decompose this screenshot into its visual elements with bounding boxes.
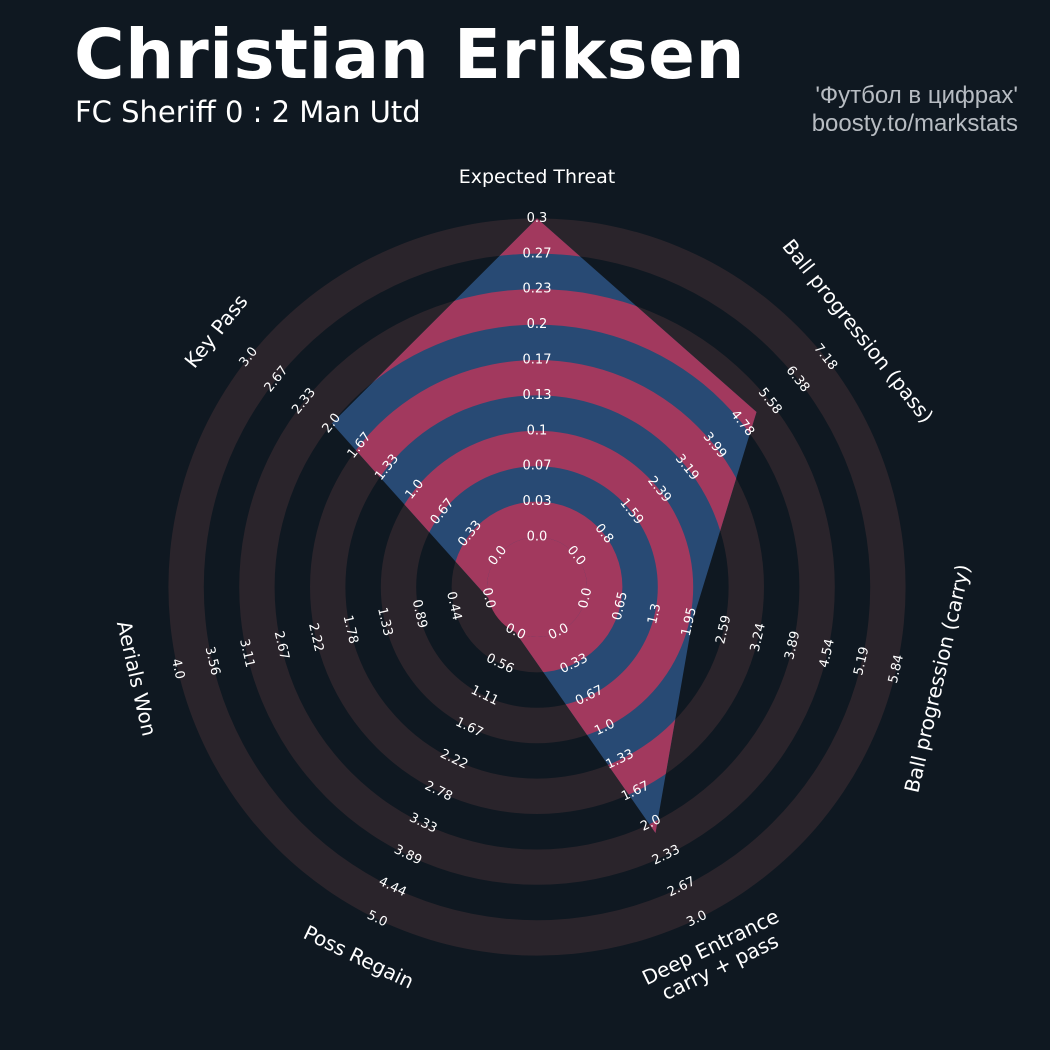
- radar-tick-label: 0.07: [523, 459, 552, 474]
- radar-param-label: Poss Regain: [300, 920, 418, 993]
- radar-tick-label: 0.1: [527, 423, 548, 438]
- radar-tick-label: 1.3: [645, 602, 664, 626]
- radar-tick-label: 2.59: [713, 614, 734, 646]
- radar-tick-label: 2.67: [271, 630, 292, 662]
- player-name-title: Christian Eriksen: [74, 15, 746, 95]
- radar-tick-label: 3.56: [202, 645, 223, 677]
- credits: 'Футбол в цифрах' boosty.to/markstats: [812, 82, 1018, 138]
- radar-tick-label: 4.0: [168, 657, 187, 681]
- radar-tick-label: 0.89: [409, 598, 430, 630]
- radar-tick-label: 2.22: [305, 622, 326, 654]
- radar-tick-label: 0.2: [527, 317, 548, 332]
- radar-tick-label: 0.3: [527, 211, 548, 226]
- credits-source: 'Футбол в цифрах': [815, 82, 1018, 109]
- radar-tick-label: 0.17: [523, 353, 552, 368]
- radar-tick-label: 0.13: [523, 388, 552, 403]
- credits-url: boosty.to/markstats: [811, 110, 1018, 137]
- radar-tick-label: 4.54: [817, 638, 838, 670]
- radar-tick-label: 1.33: [374, 606, 395, 638]
- radar-param-label: Ball progression (carry): [900, 562, 976, 795]
- radar-tick-label: 0.03: [523, 494, 552, 509]
- radar-tick-label: 0.44: [443, 590, 464, 622]
- match-score-subtitle: FC Sheriff 0 : 2 Man Utd: [75, 95, 421, 129]
- radar-tick-label: 0.27: [523, 246, 552, 261]
- radar-tick-label: 5.84: [886, 653, 907, 685]
- radar-tick-label: 3.24: [748, 622, 769, 654]
- radar-tick-label: 0.65: [610, 590, 631, 622]
- radar-tick-label: 1.95: [679, 606, 700, 638]
- radar-tick-label: 5.19: [851, 645, 872, 677]
- radar-tick-label: 0.0: [576, 586, 595, 610]
- radar-param-label: Aerials Won: [112, 618, 162, 738]
- radar-tick-label: 0.0: [479, 586, 498, 610]
- radar-tick-label: 0.23: [523, 282, 552, 297]
- radar-tick-label: 3.11: [236, 638, 257, 670]
- radar-tick-label: 0.0: [527, 530, 548, 545]
- radar-param-label: Expected Threat: [459, 166, 616, 188]
- radar-tick-label: 3.89: [782, 630, 803, 662]
- radar-tick-label: 1.78: [340, 614, 361, 646]
- radar-center: [487, 537, 587, 637]
